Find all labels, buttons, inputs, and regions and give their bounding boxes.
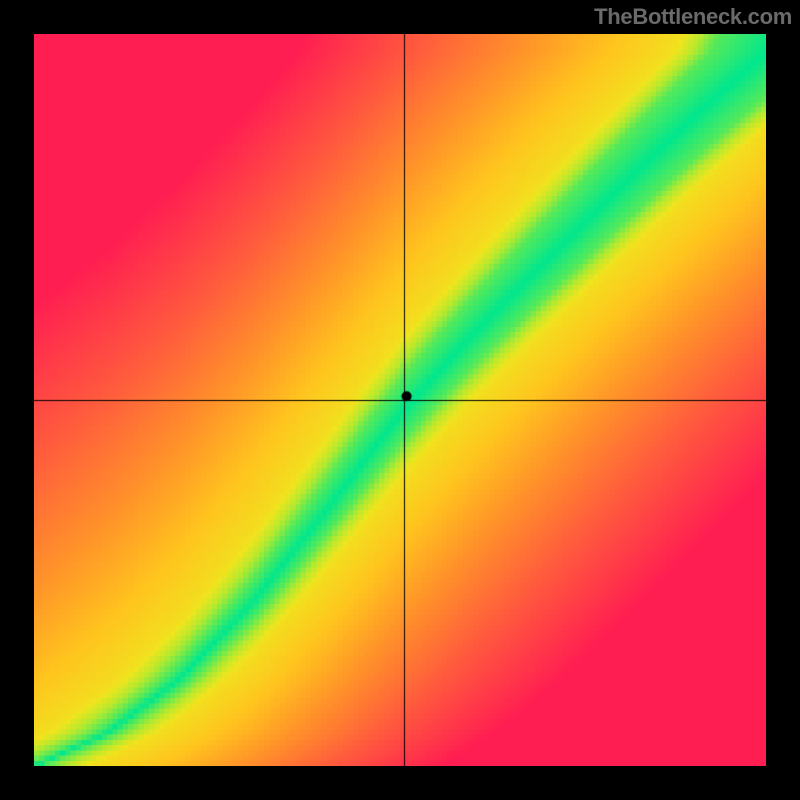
- overlay-canvas: [34, 34, 766, 766]
- chart-container: TheBottleneck.com: [0, 0, 800, 800]
- watermark-label: TheBottleneck.com: [594, 4, 792, 30]
